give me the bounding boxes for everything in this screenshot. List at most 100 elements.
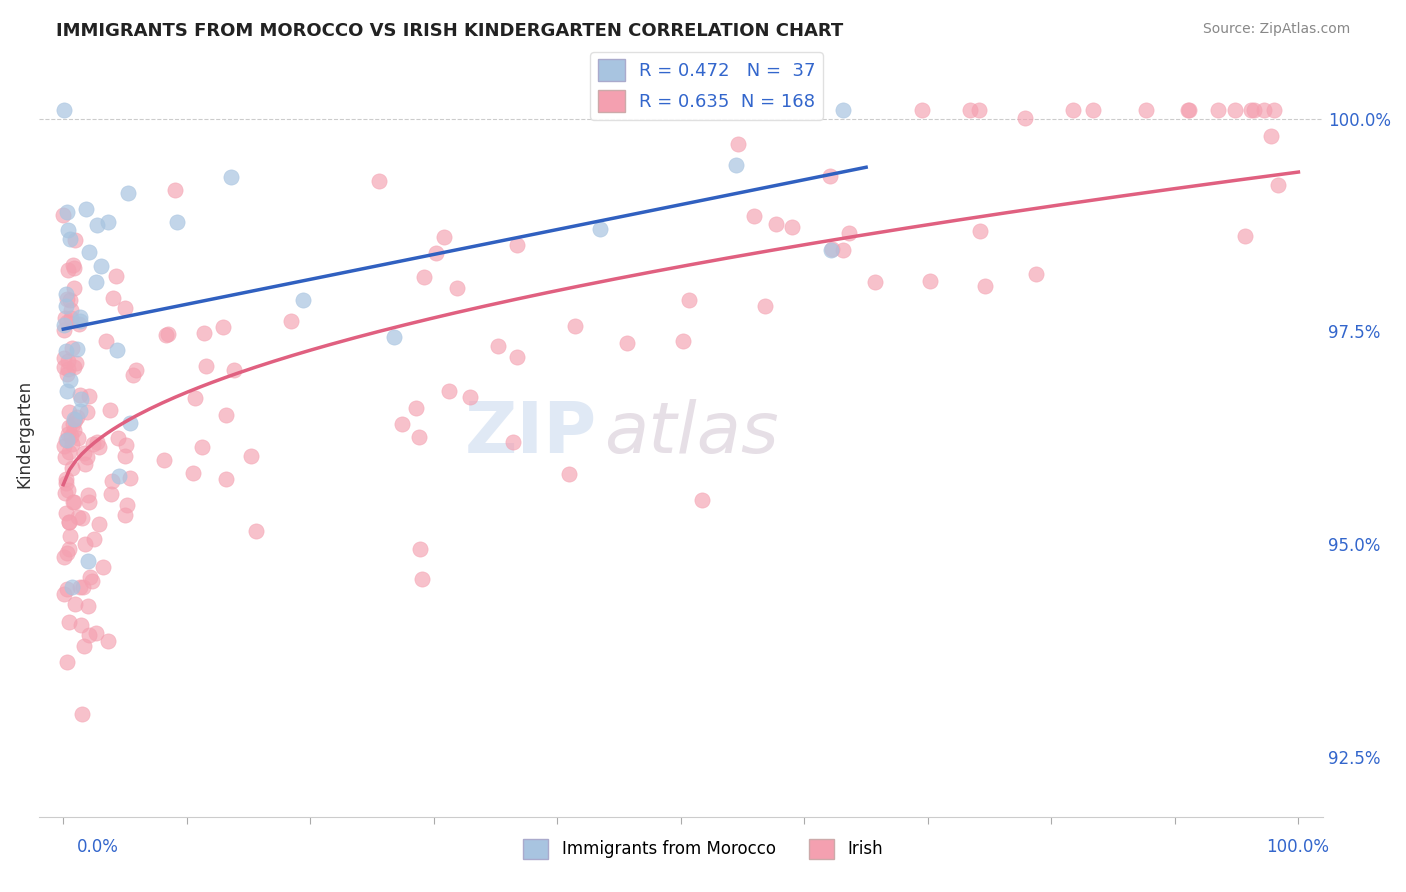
Point <box>76 599 98 613</box>
Point <box>382 330 405 344</box>
Point <box>214 472 236 486</box>
Point <box>56 384 79 399</box>
Point <box>83 532 105 546</box>
Point <box>58 615 80 630</box>
Point <box>125 363 148 377</box>
Point <box>1225 103 1247 118</box>
Point <box>959 103 981 118</box>
Point <box>56 315 79 329</box>
Point <box>56 655 79 669</box>
Point <box>62 411 84 425</box>
Point <box>219 169 242 184</box>
Point <box>672 334 695 348</box>
Point <box>86 218 108 232</box>
Point <box>194 359 217 373</box>
Point <box>193 326 215 340</box>
Point <box>821 242 844 256</box>
Point <box>77 628 100 642</box>
Point <box>55 434 77 448</box>
Point <box>55 287 77 301</box>
Point <box>1014 112 1036 126</box>
Point <box>58 541 80 556</box>
Point <box>60 303 83 318</box>
Point <box>58 354 80 368</box>
Point <box>55 204 77 219</box>
Point <box>63 234 86 248</box>
Point <box>56 582 79 596</box>
Point <box>1263 103 1285 118</box>
Point <box>69 310 91 324</box>
Point <box>724 158 747 172</box>
Point <box>115 437 138 451</box>
Point <box>1260 128 1282 143</box>
Point <box>291 293 314 307</box>
Point <box>56 546 79 560</box>
Text: Source: ZipAtlas.com: Source: ZipAtlas.com <box>1202 22 1350 37</box>
Point <box>105 268 128 283</box>
Point <box>212 320 235 334</box>
Point <box>59 373 82 387</box>
Point <box>280 314 302 328</box>
Point <box>411 572 433 586</box>
Point <box>967 103 990 118</box>
Point <box>117 186 139 201</box>
Point <box>100 487 122 501</box>
Point <box>98 403 121 417</box>
Text: atlas: atlas <box>603 399 779 468</box>
Point <box>86 626 108 640</box>
Point <box>87 441 110 455</box>
Point <box>245 524 267 538</box>
Text: 100.0%: 100.0% <box>1265 838 1329 855</box>
Text: IMMIGRANTS FROM MOROCCO VS IRISH KINDERGARTEN CORRELATION CHART: IMMIGRANTS FROM MOROCCO VS IRISH KINDERG… <box>56 22 844 40</box>
Point <box>911 103 934 118</box>
Point <box>60 341 83 355</box>
Point <box>62 417 84 431</box>
Point <box>76 554 98 568</box>
Point <box>91 559 114 574</box>
Point <box>114 301 136 315</box>
Point <box>67 431 90 445</box>
Point <box>75 537 97 551</box>
Point <box>184 391 207 405</box>
Point <box>59 232 82 246</box>
Point <box>70 707 93 722</box>
Point <box>215 409 238 423</box>
Point <box>918 274 941 288</box>
Point <box>77 245 100 260</box>
Point <box>89 260 111 274</box>
Point <box>52 208 75 222</box>
Point <box>63 261 86 276</box>
Point <box>820 243 842 257</box>
Point <box>58 427 80 442</box>
Point <box>76 404 98 418</box>
Point <box>838 226 860 240</box>
Point <box>56 367 79 381</box>
Point <box>742 209 765 223</box>
Point <box>114 449 136 463</box>
Point <box>56 223 79 237</box>
Point <box>60 437 83 451</box>
Point <box>94 334 117 348</box>
Point <box>505 350 527 364</box>
Point <box>59 529 82 543</box>
Point <box>56 292 79 306</box>
Point <box>391 417 413 431</box>
Point <box>1025 267 1047 281</box>
Point <box>53 310 76 325</box>
Point <box>97 215 120 229</box>
Point <box>72 580 94 594</box>
Point <box>69 580 91 594</box>
Point <box>52 103 75 118</box>
Point <box>69 388 91 402</box>
Point <box>65 356 87 370</box>
Point <box>58 405 80 419</box>
Point <box>1062 103 1084 118</box>
Text: ZIP: ZIP <box>465 399 598 468</box>
Point <box>831 243 853 257</box>
Point <box>73 446 96 460</box>
Point <box>62 494 84 508</box>
Point <box>727 136 749 151</box>
Point <box>564 318 586 333</box>
Point <box>82 574 104 589</box>
Point <box>67 509 90 524</box>
